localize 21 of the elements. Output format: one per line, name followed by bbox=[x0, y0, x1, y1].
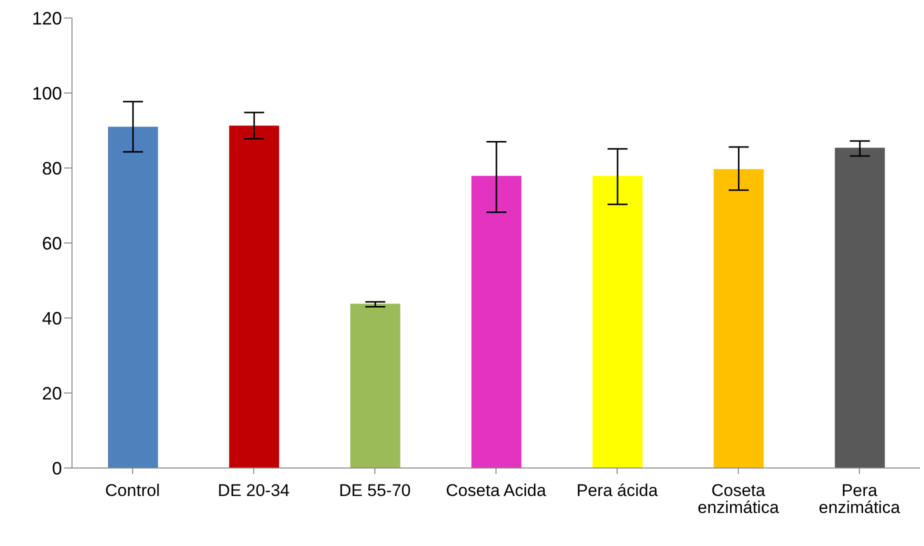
y-tick-label: 60 bbox=[42, 233, 62, 254]
bar bbox=[471, 176, 522, 468]
bar bbox=[350, 304, 400, 468]
y-tick-label: 40 bbox=[42, 308, 62, 328]
bar bbox=[108, 126, 158, 468]
bar bbox=[834, 148, 885, 468]
x-tick-label: Coseta Acida bbox=[446, 481, 547, 500]
x-tick-label: Coseta enzimática bbox=[698, 481, 780, 518]
x-tick-label: DE 20-34 bbox=[218, 481, 290, 500]
bar bbox=[592, 176, 643, 468]
y-tick-label: 100 bbox=[32, 83, 62, 104]
x-tick-label: Pera ácida bbox=[576, 481, 658, 500]
y-tick-label: 80 bbox=[42, 158, 62, 178]
bar bbox=[714, 169, 764, 468]
y-tick-label: 120 bbox=[32, 8, 62, 28]
x-tick-label: DE 55-70 bbox=[338, 481, 411, 500]
y-tick-label: 0 bbox=[52, 458, 62, 478]
bar bbox=[229, 126, 280, 468]
x-tick-label: Pera enzimática bbox=[818, 481, 901, 518]
x-tick-label: Control bbox=[105, 481, 160, 500]
y-tick-label: 20 bbox=[42, 383, 62, 404]
